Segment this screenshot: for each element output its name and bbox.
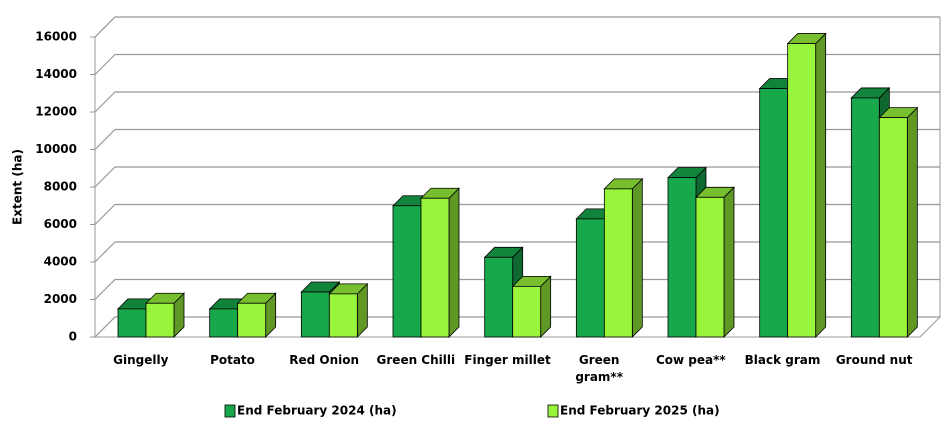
y-tick-label: 16000 [35,30,77,44]
x-tick-label: Gingelly [113,353,169,367]
bar-front [787,43,817,338]
x-tick-label: Finger millet [464,353,551,367]
y-axis-title: Extent (ha) [11,149,25,225]
x-tick-label: Cow pea** [655,353,726,367]
grid-line [94,241,940,263]
grid-line [94,166,940,188]
bar-front [667,177,697,338]
grid-line [94,203,940,225]
bar-side [631,177,643,338]
bar-front [209,308,239,338]
bar-front [695,196,725,338]
bar-front [575,218,605,338]
bar-side [723,186,735,338]
y-tick-label: 14000 [35,67,77,81]
bar-front [117,308,147,338]
bar [145,292,185,338]
bar [878,106,919,338]
bar-side [540,275,552,338]
bar-front [878,117,908,338]
bar-side [815,32,827,338]
bar [236,292,277,338]
grid-line [94,91,940,113]
bar-side [906,106,918,338]
bar [786,32,827,338]
x-tick-label: Ground nut [835,353,913,367]
bar [420,187,460,338]
bar-front [759,88,789,338]
floor [95,316,941,338]
bar-front [420,197,450,338]
x-tick-label: Potato [210,353,255,367]
y-tick-label: 8000 [44,180,77,194]
bar [603,177,644,338]
y-tick-label: 12000 [35,105,77,119]
legend-swatch [224,404,236,418]
bar-front [300,291,330,338]
bar-front [328,293,358,338]
bar [695,186,735,338]
x-tick-label: Red Onion [289,353,360,367]
grid-line [94,316,940,338]
y-tick-label: 0 [69,330,77,344]
bar [511,275,552,338]
y-tick-label: 4000 [44,255,77,269]
bar-front [603,188,633,338]
grid-line [94,128,940,150]
bar-front [850,97,880,338]
legend-swatch [547,404,559,418]
bar-front [145,302,175,338]
bar [328,282,369,338]
grid-line [94,278,940,300]
bar-front [484,256,514,338]
legend-label: End February 2024 (ha) [237,404,397,418]
bar-front [392,205,422,338]
bar-side [448,187,460,338]
x-tick-label: Black gram [744,353,821,367]
x-tick-label: Green Chilli [376,353,456,367]
legend-label: End February 2025 (ha) [560,404,720,418]
grid-line [94,53,940,75]
y-tick-label: 6000 [44,217,77,231]
bar-front [237,302,267,338]
bar-front [512,285,542,338]
grid-line [94,16,940,38]
y-tick-label: 2000 [44,292,77,306]
bar [483,246,524,338]
y-tick-label: 10000 [35,142,77,156]
x-tick-label: Green gram** [575,353,623,384]
